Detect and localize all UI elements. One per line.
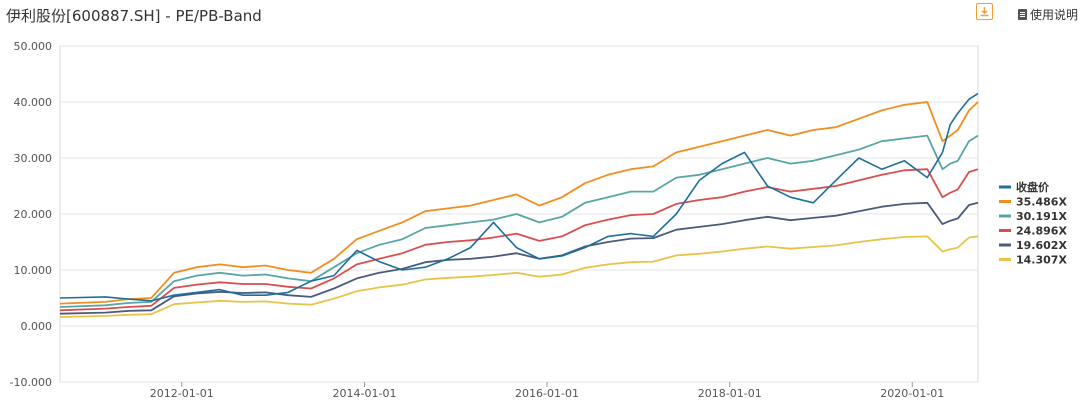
y-tick-label: 40.000 — [14, 96, 53, 109]
series-line-19.602X — [59, 201, 979, 315]
x-axis: 2012-01-01 2014-01-01 2016-01-01 2018-01-01… — [150, 382, 944, 400]
plot-area — [59, 92, 979, 318]
x-tick-label: 2018-01-01 — [698, 387, 762, 400]
series-line-35.486X — [59, 101, 979, 305]
legend-item: 24.896X — [999, 225, 1067, 238]
series-line-14.307X — [59, 235, 979, 318]
series-line-30.191X — [59, 134, 979, 308]
y-tick-label: 30.000 — [14, 152, 53, 165]
x-tick-label: 2012-01-01 — [150, 387, 214, 400]
legend-item: 30.191X — [999, 210, 1067, 223]
legend-label: 35.486X — [1016, 196, 1067, 209]
x-tick-label: 2016-01-01 — [515, 387, 579, 400]
manual-label: 使用说明 — [1030, 8, 1079, 22]
legend-item: 收盘价 — [999, 180, 1050, 194]
legend-item: 19.602X — [999, 239, 1067, 252]
series-line-收盘价 — [59, 92, 979, 302]
legend-item: 35.486X — [999, 196, 1067, 209]
y-tick-label: 50.000 — [14, 40, 53, 53]
y-tick-label: 0.000 — [21, 320, 53, 333]
y-tick-label: 20.000 — [14, 208, 53, 221]
series-line-24.896X — [59, 168, 979, 312]
pe-band-chart: -10.000 0.000 10.000 20.000 30.000 40.000 50.0… — [10, 40, 1068, 400]
x-tick-label: 2014-01-01 — [333, 387, 397, 400]
manual-link[interactable]: 使用说明 — [1018, 6, 1078, 23]
page-title: 伊利股份[600887.SH] - PE/PB-Band — [6, 7, 262, 25]
legend-label: 24.896X — [1016, 225, 1067, 238]
document-icon — [1018, 9, 1027, 20]
y-tick-label: 10.000 — [14, 264, 53, 277]
legend-item: 14.307X — [999, 254, 1067, 267]
x-tick-label: 2020-01-01 — [880, 387, 944, 400]
legend-label: 30.191X — [1016, 210, 1067, 223]
legend-label: 19.602X — [1016, 239, 1067, 252]
download-button[interactable] — [976, 3, 993, 20]
legend-label: 14.307X — [1016, 254, 1067, 267]
y-axis: -10.000 0.000 10.000 20.000 30.000 40.000 50.0… — [10, 40, 52, 389]
download-icon — [980, 7, 989, 17]
y-tick-label: -10.000 — [10, 376, 52, 389]
legend-label: 收盘价 — [1016, 180, 1050, 194]
chart-header: 伊利股份[600887.SH] - PE/PB-Band 使用说明 — [0, 0, 1080, 32]
